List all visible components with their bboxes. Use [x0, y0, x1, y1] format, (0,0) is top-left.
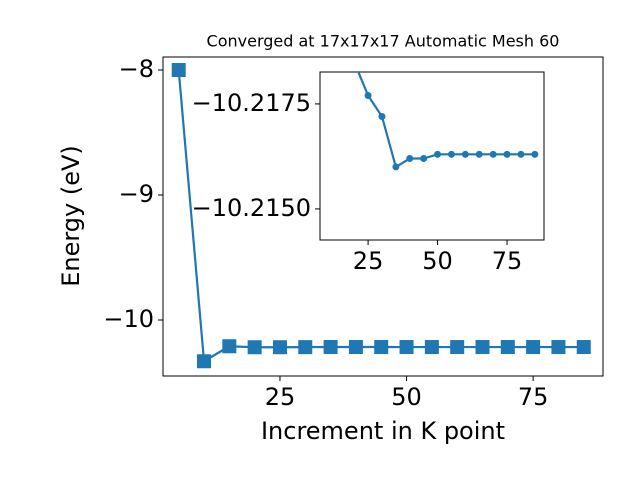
marker [420, 155, 428, 163]
marker [323, 340, 338, 354]
x-tick-label: 75 [492, 247, 523, 275]
x-tick-label: 50 [422, 247, 453, 275]
marker [247, 340, 262, 355]
marker [298, 340, 313, 355]
y-tick-label: −10.2175 [192, 89, 311, 117]
marker [475, 150, 483, 158]
series-group [357, 72, 539, 171]
x-axis-label: Increment in K point [261, 417, 505, 445]
marker [489, 150, 497, 158]
marker [461, 150, 469, 158]
marker [531, 150, 539, 158]
marker [424, 340, 439, 355]
marker [517, 150, 525, 158]
marker [450, 340, 465, 355]
marker [551, 340, 566, 355]
marker [399, 340, 414, 355]
marker [406, 155, 414, 163]
chart-title: Converged at 17x17x17 Automatic Mesh 60 [207, 32, 560, 51]
marker [576, 340, 591, 355]
series-group [171, 63, 591, 369]
marker [378, 113, 386, 121]
marker [503, 150, 511, 158]
y-axis-label: Energy (eV) [57, 145, 85, 287]
marker [348, 340, 363, 355]
y-tick-label: −10.2150 [192, 194, 311, 222]
marker [475, 340, 490, 355]
marker [374, 340, 389, 355]
x-tick-label: 75 [518, 383, 549, 411]
x-tick-label: 50 [391, 383, 422, 411]
marker [447, 150, 455, 158]
marker [434, 150, 442, 158]
marker [197, 354, 212, 369]
x-tick-label: 25 [265, 383, 296, 411]
marker [500, 340, 515, 355]
marker [364, 92, 372, 100]
marker [222, 339, 237, 354]
marker [526, 340, 541, 355]
y-tick-label: −9 [119, 180, 154, 208]
x-tick-label: 25 [353, 247, 384, 275]
y-tick-label: −10 [103, 305, 154, 333]
marker [272, 340, 287, 355]
marker [171, 63, 186, 77]
y-tick-label: −8 [119, 55, 154, 83]
marker [392, 163, 400, 171]
